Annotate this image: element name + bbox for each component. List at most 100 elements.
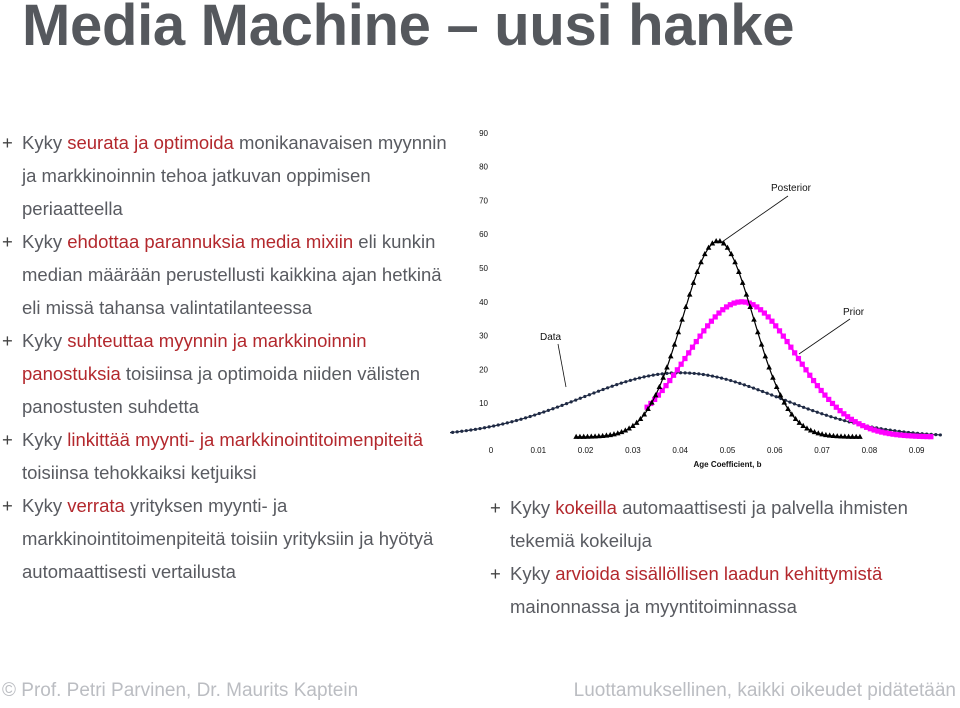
prior-point — [652, 396, 658, 403]
prior-point — [867, 426, 873, 432]
data-point — [893, 429, 897, 433]
posterior-point — [811, 428, 818, 435]
data-point — [487, 425, 491, 429]
posterior-point — [777, 392, 784, 398]
posterior-point — [800, 422, 806, 428]
posterior-point — [652, 392, 659, 398]
prior-point — [833, 404, 839, 410]
left-bullet-list: + Kyky seurata ja optimoida monikanavaise… — [0, 126, 462, 588]
prior-point — [871, 427, 877, 433]
prior-point — [916, 433, 923, 439]
highlighted-text: suhteuttaa myynnin ja markkinoinnin pano… — [22, 330, 367, 384]
prior-point — [920, 433, 926, 440]
bullet-text: Kyky — [510, 563, 556, 584]
y-tick-label: 60 — [479, 230, 488, 239]
posterior-point — [807, 427, 814, 433]
prior-point — [803, 367, 809, 373]
x-tick-label: 0 — [489, 446, 494, 455]
posterior-point — [705, 244, 712, 250]
prior-point — [875, 428, 881, 434]
prior-point — [750, 302, 756, 308]
annotation-label: Data — [540, 332, 562, 343]
bullet-marker: + — [2, 231, 13, 252]
posterior-point — [849, 433, 856, 439]
data-point — [514, 418, 519, 423]
bullet-marker: + — [490, 497, 501, 518]
posterior-point — [599, 432, 606, 439]
data-point — [788, 400, 792, 404]
y-tick-label: 90 — [479, 129, 488, 138]
posterior-point — [853, 433, 859, 439]
data-point — [569, 400, 573, 404]
data-point — [633, 377, 637, 381]
posterior-point — [618, 428, 625, 435]
posterior-point — [770, 374, 776, 380]
prior-point — [712, 314, 718, 320]
prior-point — [678, 361, 684, 367]
highlighted-text: linkittää myynti- ja markkinointitoimenp… — [67, 429, 423, 450]
posterior-point — [671, 341, 678, 347]
prior-point — [788, 344, 794, 350]
data-point — [651, 373, 655, 377]
bullet-item: + Kyky arvioida sisällöllisen laadun kehi… — [488, 557, 960, 623]
data-point — [751, 386, 756, 390]
posterior-point — [645, 405, 651, 412]
x-tick-label: 0.07 — [814, 446, 830, 455]
highlighted-text: verrata — [67, 495, 125, 516]
prior-point — [731, 300, 737, 306]
data-point — [523, 416, 528, 420]
data-point — [665, 371, 669, 375]
data-point — [729, 378, 733, 383]
posterior-point — [724, 244, 731, 250]
data-point — [820, 412, 824, 416]
posterior-point — [577, 433, 583, 439]
posterior-point — [857, 433, 863, 439]
data-point — [719, 376, 724, 380]
posterior-point — [792, 415, 799, 422]
bullet-marker: + — [2, 330, 13, 351]
posterior-point — [819, 431, 825, 437]
prior-point — [689, 344, 696, 350]
prior-point — [701, 328, 707, 334]
bullet-marker: + — [2, 429, 13, 450]
slide-title: Media Machine – uusi hanke — [22, 0, 795, 58]
data-point — [688, 371, 692, 375]
posterior-point — [826, 432, 833, 438]
posterior-point — [573, 433, 579, 439]
data-point — [615, 383, 619, 387]
prior-point — [837, 408, 843, 414]
prior-point — [716, 310, 722, 316]
prior-point — [769, 318, 775, 324]
bullet-item: + Kyky kokeilla automaattisesti ja palvel… — [488, 491, 960, 557]
prior-point — [705, 323, 711, 329]
prior-point — [667, 377, 673, 384]
data-point — [642, 375, 646, 379]
data-point — [587, 393, 591, 397]
posterior-point — [834, 433, 841, 439]
bullet-marker: + — [2, 495, 13, 516]
y-tick-label: 30 — [479, 332, 488, 341]
bayesian-distribution-chart: 0 0.01 0.02 0.03 0.04 0.05 0.06 0.07 0.08 0.09 10 2… — [450, 129, 942, 469]
data-point — [660, 372, 664, 376]
posterior-point — [686, 291, 693, 297]
footer-copyright: © Prof. Petri Parvinen, Dr. Maurits Kapt… — [2, 680, 359, 701]
posterior-point — [679, 316, 685, 322]
prior-point — [860, 423, 866, 429]
bullet-item: + Kyky seurata ja optimoida monikanavaise… — [0, 126, 462, 225]
data-point — [697, 372, 701, 376]
posterior-point — [690, 279, 697, 285]
prior-point — [773, 323, 779, 329]
posterior-point — [743, 291, 750, 297]
posterior-point — [785, 405, 791, 412]
data-point — [792, 402, 797, 406]
x-tick-label: 0.05 — [720, 446, 736, 455]
bullet-marker: + — [490, 563, 501, 584]
bullet-text: yrityksen myynti- ja markkinointitoimenp… — [22, 495, 434, 582]
prior-point — [829, 400, 836, 407]
prior-point — [739, 299, 745, 305]
posterior-point — [736, 268, 742, 274]
data-point — [692, 371, 696, 376]
bullet-text: toisiinsa ja optimoida niiden välisten p… — [22, 363, 420, 417]
posterior-point — [739, 279, 746, 285]
posterior-point — [637, 415, 644, 422]
